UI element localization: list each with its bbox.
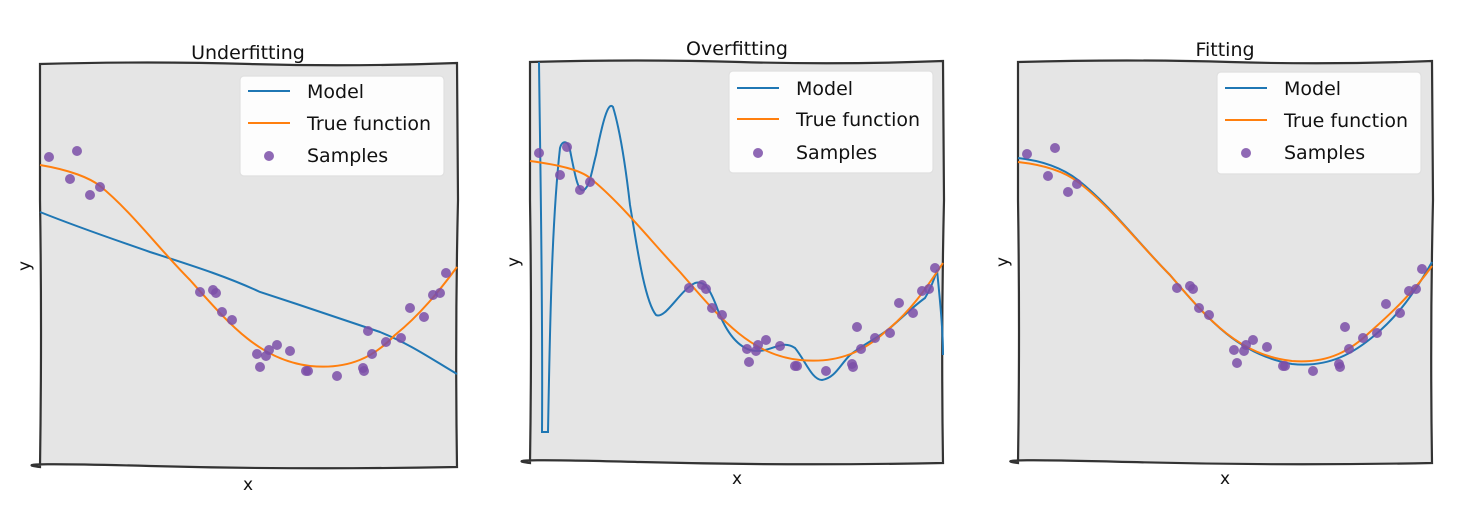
samples bbox=[1022, 143, 1427, 376]
legend-true-function-label: True function bbox=[306, 113, 431, 135]
x-axis-label: x bbox=[243, 475, 253, 495]
legend-true-function-label: True function bbox=[1283, 110, 1408, 132]
panel-title: Underfitting bbox=[191, 42, 305, 64]
x-axis-label: x bbox=[1220, 469, 1230, 489]
legend: Model True function Samples bbox=[1216, 71, 1422, 175]
panel-title: Overfitting bbox=[686, 38, 788, 60]
legend: Model True function Samples bbox=[728, 70, 934, 174]
legend-samples-swatch bbox=[753, 148, 763, 158]
panel-overfitting: Overfitting Model True function Samples … bbox=[504, 38, 946, 489]
legend-samples-swatch bbox=[264, 151, 274, 161]
legend-samples-label: Samples bbox=[796, 142, 877, 164]
legend: Model True function Samples bbox=[239, 75, 445, 177]
legend-samples-label: Samples bbox=[1284, 142, 1365, 164]
legend-model-label: Model bbox=[1284, 78, 1341, 100]
panel-underfitting: Underfitting Model True function Samples… bbox=[15, 42, 460, 495]
legend-samples-swatch bbox=[1241, 148, 1251, 158]
legend-true-function-label: True function bbox=[795, 109, 920, 131]
y-axis-label: y bbox=[15, 261, 35, 271]
legend-samples-label: Samples bbox=[307, 145, 388, 167]
y-axis-label: y bbox=[993, 257, 1013, 267]
samples bbox=[534, 142, 940, 376]
x-axis-label: x bbox=[732, 469, 742, 489]
y-axis-label: y bbox=[504, 257, 524, 267]
samples bbox=[44, 146, 451, 381]
panel-title: Fitting bbox=[1195, 39, 1254, 61]
legend-model-label: Model bbox=[307, 81, 364, 103]
legend-model-label: Model bbox=[796, 78, 853, 100]
panel-fitting: Fitting Model True function Samples x y bbox=[993, 39, 1435, 489]
